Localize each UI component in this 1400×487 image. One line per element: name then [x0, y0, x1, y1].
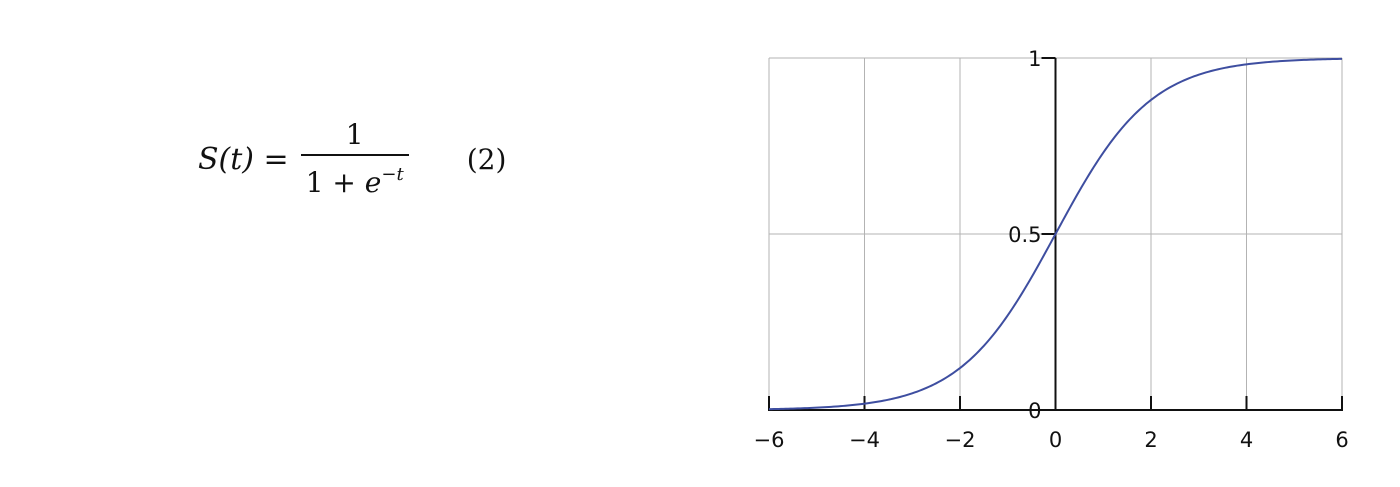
denominator-base: 1 + [305, 165, 365, 199]
formula-denominator: 1 + e−t [306, 158, 404, 200]
equation-number: (2) [466, 142, 507, 176]
y-tick-label: 0 [1028, 399, 1041, 423]
formula-fraction: 1 1 + e−t [300, 118, 409, 200]
fraction-bar [300, 154, 409, 156]
y-tick-label: 0.5 [1008, 223, 1041, 247]
x-tick-label: 0 [1049, 428, 1062, 452]
x-tick-label: −4 [849, 428, 880, 452]
x-tick-label: 2 [1144, 428, 1157, 452]
formula-lhs: S(t) = [198, 141, 289, 177]
formula-numerator: 1 [345, 118, 364, 152]
sigmoid-formula: S(t) = 1 1 + e−t (2) [198, 114, 506, 204]
denominator-e: e [364, 165, 382, 199]
x-tick-label: 6 [1335, 428, 1348, 452]
chart-series [768, 57, 1343, 411]
sigmoid-curve [768, 57, 1343, 411]
y-tick-label: 1 [1028, 47, 1041, 71]
x-tick-label: −6 [754, 428, 785, 452]
denominator-exponent: −t [381, 163, 404, 185]
x-tick-label: −2 [945, 428, 976, 452]
x-tick-label: 4 [1240, 428, 1253, 452]
chart-tick-labels: −6 −4 −2 0 2 4 6 0 0.5 1 [754, 47, 1349, 452]
